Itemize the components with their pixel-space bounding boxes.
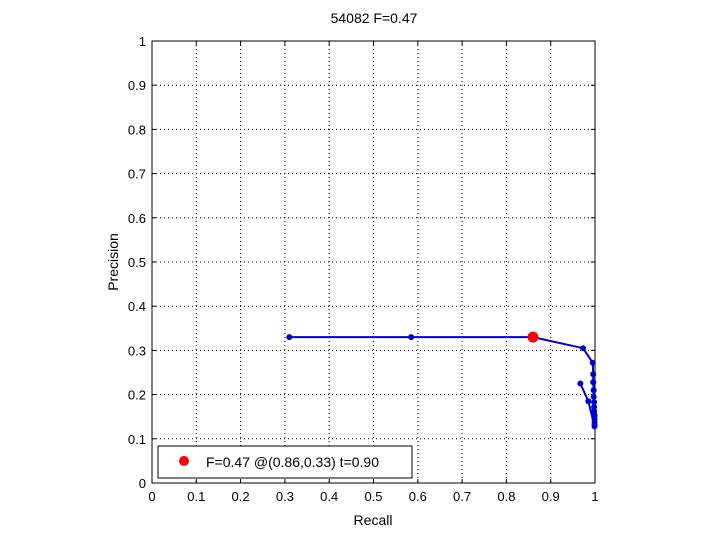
y-tick-label: 0.5 [128, 255, 146, 270]
pr-curve-point [286, 334, 292, 340]
y-tick-label: 1 [139, 34, 146, 49]
legend-label: F=0.47 @(0.86,0.33) t=0.90 [206, 454, 379, 470]
x-tick-label: 0.1 [187, 489, 205, 504]
pr-curve-point [408, 334, 414, 340]
y-tick-label: 0 [139, 476, 146, 491]
x-tick-label: 0.5 [364, 489, 382, 504]
legend: F=0.47 @(0.86,0.33) t=0.90 [158, 446, 412, 478]
x-tick-label: 0 [148, 489, 155, 504]
y-tick-label: 0.2 [128, 388, 146, 403]
x-tick-label: 0.3 [276, 489, 294, 504]
y-axis-label: Precision [105, 233, 121, 291]
pr-curve-point [590, 371, 596, 377]
pr-curve-point [590, 379, 596, 385]
y-tick-label: 0.6 [128, 211, 146, 226]
pr-curve-point [577, 381, 583, 387]
x-tick-label: 0.4 [320, 489, 338, 504]
y-tick-label: 0.4 [128, 299, 146, 314]
x-tick-label: 1 [591, 489, 598, 504]
y-tick-label: 0.9 [128, 78, 146, 93]
x-tick-label: 0.9 [542, 489, 560, 504]
legend-best-point-marker [179, 456, 189, 466]
pr-curve-point [591, 387, 597, 393]
pr-curve-point [585, 398, 591, 404]
pr-curve-point [591, 394, 597, 400]
y-tick-label: 0.7 [128, 167, 146, 182]
x-tick-label: 0.7 [453, 489, 471, 504]
x-tick-label: 0.2 [232, 489, 250, 504]
y-tick-label: 0.3 [128, 343, 146, 358]
y-tick-label: 0.1 [128, 432, 146, 447]
tick-labels: 0 0.1 0.2 0.3 0.4 0.5 0.6 0.7 0.8 0.9 1 0 0.1 0.2 0.3 0… [128, 34, 599, 504]
pr-curve-point [580, 345, 586, 351]
chart-title: 54082 F=0.47 [331, 10, 418, 26]
pr-curve-point [590, 360, 596, 366]
x-axis-label: Recall [354, 512, 393, 528]
y-tick-label: 0.8 [128, 122, 146, 137]
x-tick-label: 0.8 [497, 489, 515, 504]
x-tick-label: 0.6 [409, 489, 427, 504]
best-f-point-marker [527, 332, 538, 343]
series-group [286, 332, 597, 430]
pr-curve-point [592, 423, 598, 429]
grid-lines [152, 41, 595, 483]
